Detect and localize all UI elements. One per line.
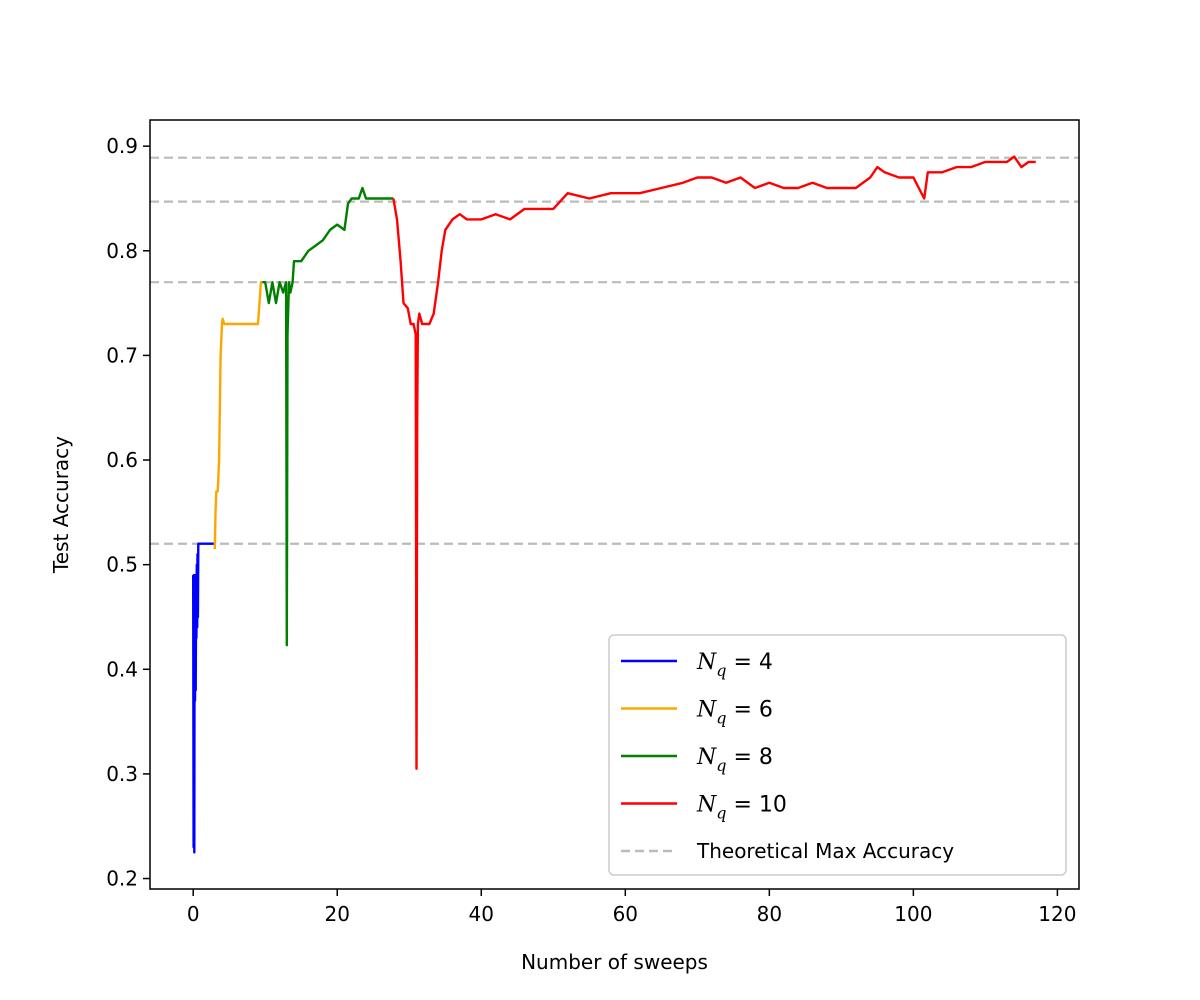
y-tick-label: 0.6 (106, 448, 138, 472)
x-axis-label: Number of sweeps (521, 950, 708, 974)
legend-label-1: Nq = 6 (696, 698, 773, 728)
x-tick-label: 0 (187, 902, 200, 926)
x-axis-ticks: 0 20 40 60 80 100 120 (187, 889, 1076, 926)
legend-box (608, 634, 1067, 876)
x-tick-label: 120 (1038, 902, 1076, 926)
series-line-0 (191, 542, 215, 854)
reference-lines (150, 156, 1079, 545)
axes-frame (149, 119, 1080, 890)
y-tick-label: 0.2 (106, 867, 138, 891)
x-tick-label: 80 (757, 902, 782, 926)
legend: Nq = 4 Nq = 6 Nq = 8 Nq = 10 Theoretical Max… (608, 634, 1067, 876)
y-tick-label: 0.3 (106, 762, 138, 786)
series-line-3 (392, 155, 1036, 770)
x-tick-label: 40 (469, 902, 494, 926)
y-tick-label: 0.4 (106, 657, 138, 681)
series-lines (191, 155, 1036, 854)
legend-label-2: Nq = 8 (696, 745, 773, 775)
y-tick-label: 0.8 (106, 239, 138, 263)
x-tick-label: 60 (613, 902, 638, 926)
series-line-2 (262, 186, 394, 647)
legend-label-0: Nq = 4 (696, 650, 773, 680)
y-axis-label: Test Accuracy (49, 436, 73, 574)
x-tick-label: 100 (894, 902, 932, 926)
y-tick-label: 0.7 (106, 343, 138, 367)
legend-label-3: Nq = 10 (696, 793, 787, 823)
legend-label-reference: Theoretical Max Accuracy (696, 839, 954, 863)
x-tick-label: 20 (325, 902, 350, 926)
y-axis-ticks: 0.2 0.3 0.4 0.5 0.6 0.7 0.8 0.9 (106, 134, 150, 891)
series-line-1 (213, 281, 263, 550)
y-tick-label: 0.9 (106, 134, 138, 158)
y-tick-label: 0.5 (106, 553, 138, 577)
